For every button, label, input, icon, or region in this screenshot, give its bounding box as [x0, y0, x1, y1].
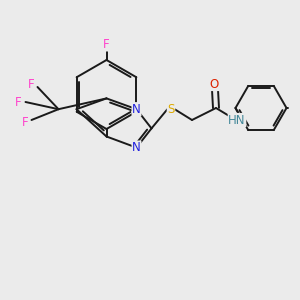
- Text: F: F: [28, 77, 35, 91]
- Text: F: F: [103, 38, 110, 51]
- Text: F: F: [15, 95, 21, 109]
- Text: F: F: [22, 116, 29, 130]
- Text: O: O: [210, 77, 219, 91]
- Text: S: S: [167, 103, 175, 116]
- Text: N: N: [132, 103, 141, 116]
- Text: N: N: [132, 141, 141, 154]
- Text: HN: HN: [228, 113, 246, 127]
